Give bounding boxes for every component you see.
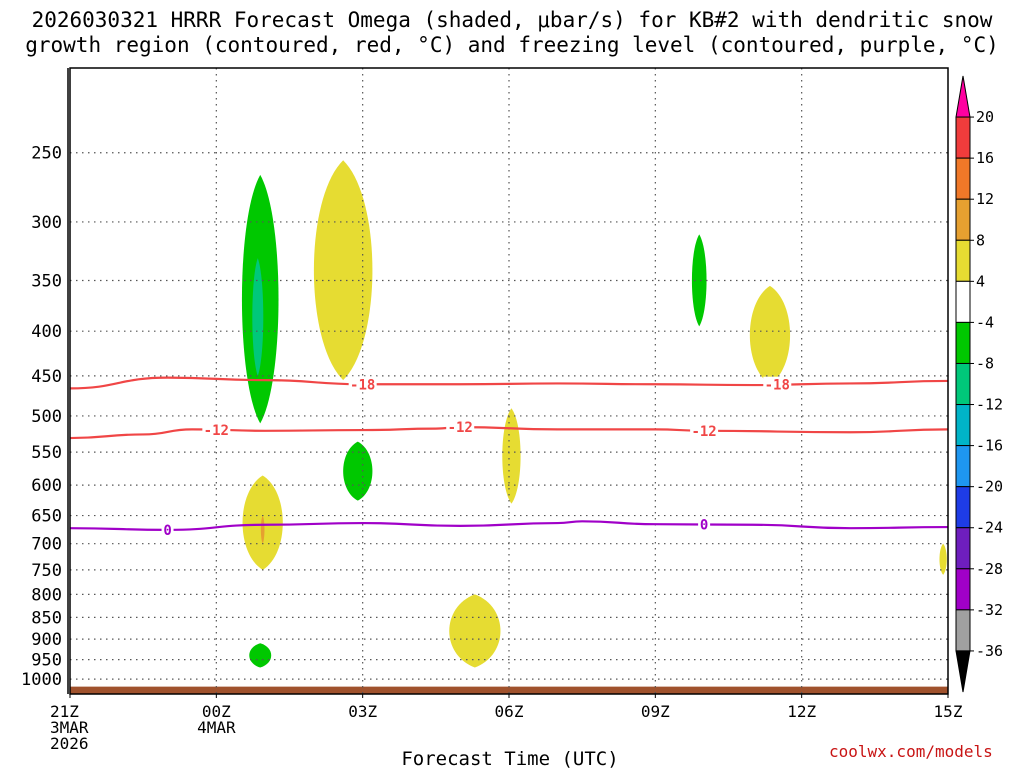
contour-label-bg-1-1 <box>446 419 475 436</box>
contour-label-bg-1-2 <box>690 422 719 439</box>
x-tick-label-18-0: 15Z <box>934 702 963 721</box>
colorbar-label-2: 12 <box>976 190 994 208</box>
y-tick-label-500: 500 <box>31 407 62 427</box>
x-tick-label-15-0: 12Z <box>787 702 816 721</box>
contour-layer: -18 -18 -12 -12 -12 0 0 <box>69 376 949 539</box>
contour-label-0-1: -18 <box>765 378 790 394</box>
colorbar-swatch-12 <box>955 568 971 611</box>
contour-label-2-1: 0 <box>700 517 708 533</box>
y-tick-label-600: 600 <box>31 476 62 496</box>
grid-layer <box>70 68 948 694</box>
title-line-2: growth region (contoured, red, °C) and f… <box>25 33 999 57</box>
colorbar-swatch-7 <box>955 362 971 406</box>
x-tick-label-0-2: 2026 <box>50 734 89 753</box>
omega-feature-9 <box>691 234 707 327</box>
colorbar-swatch-8 <box>955 404 971 447</box>
omega-feature-11 <box>939 543 947 575</box>
omega-feature-3 <box>343 441 373 501</box>
contour-label-0-0: -18 <box>350 377 375 393</box>
colorbar-label-11: -28 <box>976 560 1003 578</box>
x-axis-label: Forecast Time (UTC) <box>401 748 618 768</box>
y-tick-label-450: 450 <box>31 367 62 387</box>
colorbar-swatch-2 <box>955 157 971 200</box>
y-tick-label-550: 550 <box>31 443 62 463</box>
y-tick-label-350: 350 <box>31 271 62 291</box>
colorbar-swatch-9 <box>955 445 971 488</box>
colorbar-label-13: -36 <box>976 642 1003 660</box>
surface-band <box>70 686 948 694</box>
y-tick-label-650: 650 <box>31 507 62 527</box>
title-line-1: 2026030321 HRRR Forecast Omega (shaded, … <box>31 8 993 32</box>
colorbar-label-5: -4 <box>976 313 994 331</box>
colorbar-swatch-3 <box>955 198 971 241</box>
y-tick-label-250: 250 <box>31 144 62 164</box>
x-tick-label-0-1: 3MAR <box>50 718 89 737</box>
contour-line-0 <box>69 376 949 390</box>
contour-label-1-2: -12 <box>691 424 716 440</box>
x-tick-label-9-0: 06Z <box>495 702 524 721</box>
y-tick-label-900: 900 <box>31 630 62 650</box>
colorbar-swatch-6 <box>955 321 971 364</box>
y-tick-label-1000: 1000 <box>21 670 62 690</box>
colorbar-label-0: 20 <box>976 108 994 126</box>
contour-label-1-1: -12 <box>448 420 473 436</box>
colorbar-swatch-4 <box>955 239 971 282</box>
colorbar-label-1: 16 <box>976 149 994 167</box>
omega-feature-1 <box>252 258 264 376</box>
colorbar-bottom-arrow <box>955 650 971 693</box>
contour-label-bg-0-0 <box>348 376 377 393</box>
colorbar-label-10: -24 <box>976 519 1003 537</box>
contour-label-bg-1-0 <box>202 421 231 438</box>
chart-title: 2026030321 HRRR Forecast Omega (shaded, … <box>0 8 1024 58</box>
omega-feature-7 <box>449 594 501 668</box>
colorbar-label-4: 4 <box>976 272 985 290</box>
colorbar: 20 16 12 8 4 -4 -8 -12 -16 -20 -24 -28 -32 -36 <box>955 75 1003 693</box>
y-tick-label-700: 700 <box>31 535 62 555</box>
colorbar-swatch-5 <box>955 280 971 323</box>
credit-link[interactable]: coolwx.com/models <box>829 742 993 761</box>
colorbar-swatch-11 <box>955 527 971 570</box>
omega-feature-6 <box>249 643 272 668</box>
axes-layer: 2503003504004505005506006507007508008509… <box>21 67 963 753</box>
contour-label-bg-0-1 <box>763 376 792 393</box>
y-tick-label-850: 850 <box>31 608 62 628</box>
omega-feature-10 <box>749 285 791 385</box>
x-tick-label-0-0: 21Z <box>50 702 79 721</box>
x-tick-label-3-0: 00Z <box>202 702 231 721</box>
omega-feature-2 <box>313 160 373 381</box>
colorbar-swatch-1 <box>955 116 971 159</box>
y-tick-label-750: 750 <box>31 561 62 581</box>
contour-line-2 <box>69 520 949 531</box>
colorbar-label-3: 8 <box>976 231 985 249</box>
colorbar-label-9: -20 <box>976 478 1003 496</box>
colorbar-label-8: -16 <box>976 437 1003 455</box>
y-tick-label-800: 800 <box>31 585 62 605</box>
x-tick-label-6-0: 03Z <box>348 702 377 721</box>
colorbar-label-12: -32 <box>976 601 1003 619</box>
colorbar-label-6: -8 <box>976 354 994 372</box>
x-tick-label-3-1: 4MAR <box>197 718 236 737</box>
contour-label-1-0: -12 <box>204 423 229 439</box>
y-tick-label-300: 300 <box>31 213 62 233</box>
contour-label-bg-2-1 <box>698 516 711 533</box>
x-tick-label-12-0: 09Z <box>641 702 670 721</box>
colorbar-swatch-13 <box>955 609 971 652</box>
omega-feature-5 <box>260 515 265 544</box>
contour-label-bg-2-0 <box>161 521 174 538</box>
y-tick-label-400: 400 <box>31 322 62 342</box>
y-tick-label-950: 950 <box>31 651 62 671</box>
colorbar-swatch-10 <box>955 486 971 529</box>
colorbar-label-7: -12 <box>976 396 1003 414</box>
omega-feature-8 <box>502 408 521 504</box>
colorbar-top-arrow <box>955 75 971 118</box>
contour-label-2-0: 0 <box>163 523 171 539</box>
